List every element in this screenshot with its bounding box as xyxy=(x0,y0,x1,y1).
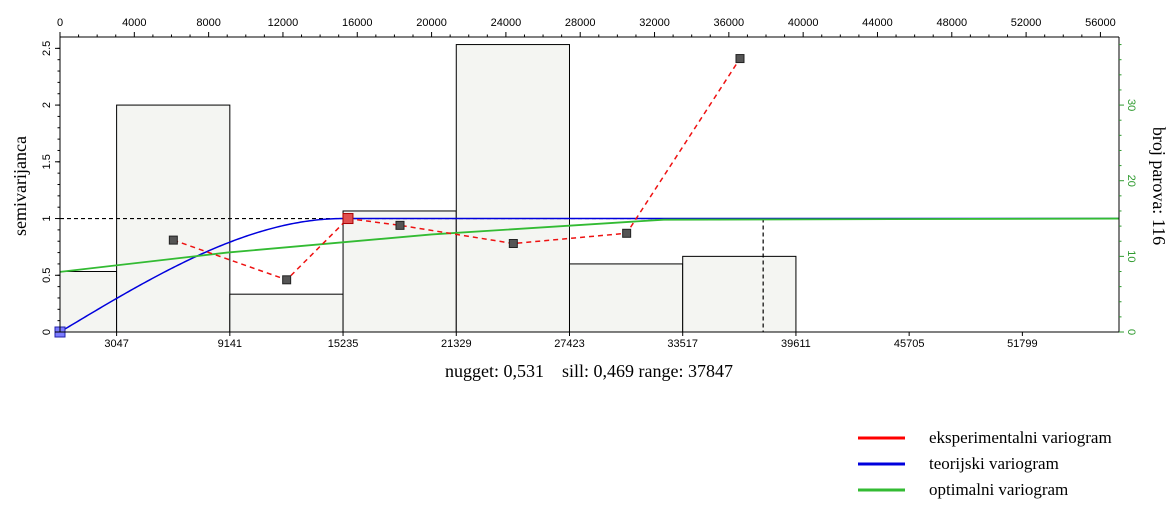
histogram-bar xyxy=(455,44,570,333)
experimental-point xyxy=(342,213,354,225)
right-tick-label: 20 xyxy=(1125,175,1137,187)
histogram-bar xyxy=(568,263,684,333)
top-tick-label: 16000 xyxy=(342,17,373,29)
bottom-tick-label: 27423 xyxy=(554,338,585,350)
legend: eksperimentalni variogram teorijski vario… xyxy=(858,428,1112,499)
top-tick-label: 32000 xyxy=(639,17,670,29)
top-tick-label: 0 xyxy=(57,17,63,29)
y-axis-title: semivarijanca xyxy=(10,136,30,236)
experimental-point xyxy=(282,275,292,285)
axes: 0 4000 8000 12000 16000 20000 24000 28000 32000 3… xyxy=(41,17,1137,350)
left-tick-label: 2 xyxy=(41,102,53,108)
top-tick-label: 48000 xyxy=(936,17,967,29)
left-tick-label: 0 xyxy=(41,329,53,335)
top-tick-label: 28000 xyxy=(565,17,596,29)
top-tick-label: 20000 xyxy=(416,17,447,29)
top-tick-label: 40000 xyxy=(788,17,819,29)
legend-label: eksperimentalni variogram xyxy=(929,428,1112,447)
histogram-bar xyxy=(59,270,118,333)
bottom-tick-label: 3047 xyxy=(104,338,128,350)
bottom-tick-label: 9141 xyxy=(218,338,242,350)
top-tick-label: 4000 xyxy=(122,17,146,29)
right-tick-label: 10 xyxy=(1125,250,1137,262)
experimental-point xyxy=(168,235,178,245)
right-tick-label: 30 xyxy=(1125,99,1137,111)
top-tick-label: 36000 xyxy=(714,17,745,29)
top-tick-label: 12000 xyxy=(268,17,299,29)
experimental-point xyxy=(395,220,405,230)
bottom-tick-label: 15235 xyxy=(328,338,359,350)
legend-label: teorijski variogram xyxy=(929,454,1059,473)
model-parameters: nugget: 0,531 sill: 0,469 range: 37847 xyxy=(445,361,733,381)
optimal-variogram-line xyxy=(59,217,1120,273)
histogram-bars xyxy=(59,44,797,333)
bottom-tick-label: 51799 xyxy=(1007,338,1038,350)
left-tick-label: 0.5 xyxy=(41,268,53,283)
top-tick-label: 44000 xyxy=(862,17,893,29)
bottom-tick-label: 39611 xyxy=(781,338,811,350)
experimental-point xyxy=(735,54,745,64)
theoretical-variogram-line xyxy=(59,217,1119,333)
top-tick-label: 8000 xyxy=(196,17,220,29)
right-tick-label: 0 xyxy=(1125,329,1137,335)
top-tick-label: 56000 xyxy=(1085,17,1116,29)
top-tick-label: 52000 xyxy=(1011,17,1042,29)
bottom-tick-label: 45705 xyxy=(894,338,925,350)
bottom-tick-label: 33517 xyxy=(667,338,698,350)
left-tick-label: 2.5 xyxy=(41,41,53,56)
experimental-point xyxy=(508,239,518,248)
left-tick-label: 1.5 xyxy=(41,154,53,169)
bottom-tick-label: 21329 xyxy=(441,338,472,350)
y2-axis-title: broj parova: 116 xyxy=(1149,127,1169,245)
histogram-bar xyxy=(229,293,344,333)
legend-label: optimalni variogram xyxy=(929,480,1068,499)
experimental-point xyxy=(622,228,632,238)
top-tick-label: 24000 xyxy=(491,17,522,29)
left-tick-label: 1 xyxy=(41,215,53,221)
histogram-bar xyxy=(682,255,797,333)
